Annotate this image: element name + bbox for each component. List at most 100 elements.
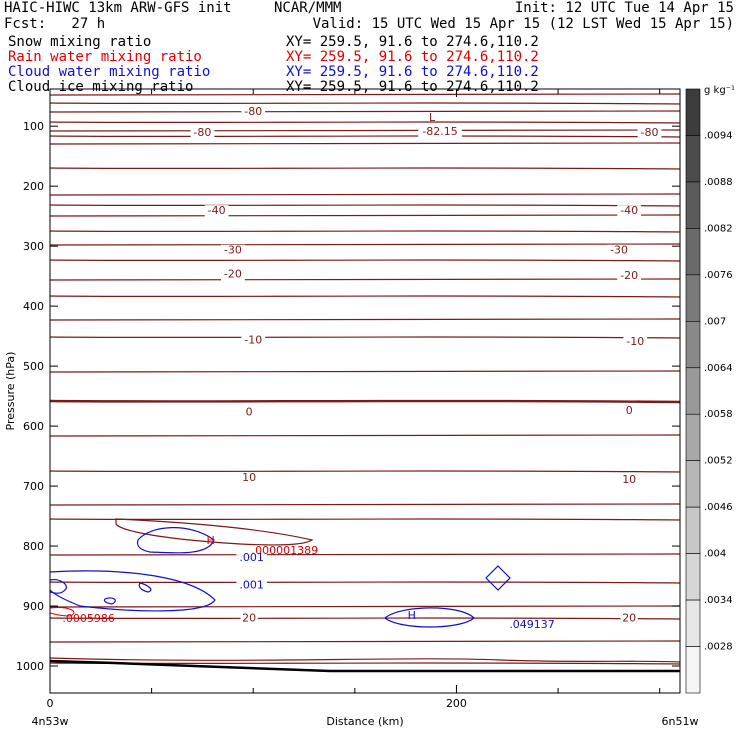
cloud-water-label: .001 — [239, 578, 264, 591]
label-background — [620, 612, 638, 625]
temperature-contour-label: -80 — [193, 126, 211, 139]
temperature-contour — [49, 605, 681, 609]
temperature-contour-label: -80 — [641, 126, 659, 139]
colorbar-label: .0076 — [704, 270, 733, 281]
colorbar-label: .0094 — [704, 130, 733, 141]
colorbar-swatch — [685, 646, 701, 694]
x-tick-label: 200 — [446, 697, 467, 710]
valid-time: Valid: 15 UTC Wed 15 Apr 15 (12 LST Wed … — [312, 16, 734, 32]
temperature-contour — [49, 102, 681, 105]
cloud-water-contour — [136, 527, 215, 554]
colorbar-label: .0028 — [704, 642, 733, 653]
y-tick-label: 800 — [23, 540, 44, 553]
label-background — [243, 406, 255, 419]
temperature-contour — [49, 93, 681, 97]
field-xy-rain: XY= 259.5, 91.6 to 274.6,110.2 — [286, 49, 539, 65]
colorbar-label: .0082 — [704, 223, 733, 234]
model-title: HAIC-HIWC 13km ARW-GFS init — [4, 0, 232, 16]
colorbar-swatch — [685, 321, 701, 369]
field-xy-cloud-water: XY= 259.5, 91.6 to 274.6,110.2 — [286, 64, 539, 80]
label-background — [240, 612, 258, 625]
y-tick-label: 400 — [23, 300, 44, 313]
label-background — [241, 334, 266, 347]
temperature-contour-label: 10 — [242, 471, 256, 484]
cloud-water-contour — [49, 579, 67, 594]
temperature-contour — [49, 370, 681, 374]
temperature-contour-label: -20 — [224, 268, 242, 281]
temperature-contour — [49, 657, 681, 663]
rain-water-contours — [49, 607, 75, 617]
temperature-contour — [49, 259, 681, 262]
temperature-contours — [49, 93, 681, 665]
temperature-contour — [49, 121, 681, 124]
colorbar-unit: g kg⁻¹ — [704, 85, 735, 96]
colorbar-swatch — [685, 228, 701, 276]
label-background — [607, 244, 631, 257]
rain-water-label: .000001389 — [252, 544, 318, 557]
colorbar-swatch — [685, 181, 701, 229]
y-tick-label: 500 — [23, 360, 44, 373]
label-background — [620, 473, 638, 486]
rain-water-max-marker: H — [207, 534, 215, 547]
label-background — [204, 205, 229, 218]
colorbar-swatch — [685, 367, 701, 415]
cloud-water-contour — [485, 565, 511, 591]
cloud-water-contours — [49, 527, 511, 628]
temperature-contour — [49, 581, 681, 584]
y-axis-label: Pressure (hPa) — [4, 352, 17, 431]
colorbar-swatch — [685, 274, 701, 322]
temperature-contour — [49, 110, 681, 114]
label-background — [506, 619, 558, 632]
label-background — [236, 551, 267, 564]
temperature-contour — [49, 503, 681, 507]
temperature-contour-label: 20 — [622, 611, 636, 624]
temperature-contour — [49, 434, 681, 438]
x-axis-label: Distance (km) — [326, 715, 403, 728]
label-background — [241, 106, 266, 119]
colorbar-swatch — [685, 413, 701, 461]
colorbar-swatch — [685, 506, 701, 554]
temperature-contour — [49, 230, 681, 233]
temperature-contour-label: -10 — [244, 334, 262, 347]
temperature-contour-label: 10 — [622, 473, 636, 486]
colorbar-label: .0034 — [704, 595, 733, 606]
temperature-contour-label: -10 — [626, 335, 644, 348]
temperature-contour — [49, 617, 681, 620]
temperature-contour — [49, 243, 681, 247]
colorbar-label: .004 — [704, 549, 726, 560]
field-xy-cloud-ice: XY= 259.5, 91.6 to 274.6,110.2 — [286, 79, 539, 95]
y-tick-label: 700 — [23, 480, 44, 493]
colorbar: .0094 .0088 .0082 .0076 .007 .0064 .0058 .0052.… — [685, 85, 735, 694]
temperature-contour — [49, 640, 681, 644]
cloud-water-label: .001 — [239, 551, 264, 564]
temperature-contour — [49, 167, 681, 170]
plot-frame — [49, 88, 681, 694]
temperature-contour-label: -80 — [244, 105, 262, 118]
temperature-contour — [49, 553, 681, 557]
colorbar-swatch — [685, 135, 701, 183]
temperature-contour — [49, 518, 681, 521]
temperature-contour — [49, 318, 681, 322]
temperature-contour — [49, 142, 681, 146]
x-endpoint-left: 4n53w — [32, 715, 69, 728]
y-tick-label: 300 — [23, 240, 44, 253]
temperature-contour — [49, 399, 681, 404]
label-background — [617, 205, 642, 218]
terrain-surface — [49, 659, 680, 673]
temperature-contour — [49, 204, 681, 207]
label-background — [240, 472, 258, 485]
cloud-water-contour — [384, 607, 475, 628]
field-name-rain: Rain water mixing ratio — [8, 49, 202, 65]
y-tick-label: 900 — [23, 600, 44, 613]
colorbar-label: .0064 — [704, 363, 733, 374]
cloud-water-contour — [49, 570, 216, 612]
temperature-contour — [49, 470, 681, 473]
contour-labels: -80 -80 -80 -40 -40 -30 -30 -20 -20 -10 -10 0 0 10 10 2… — [62, 105, 662, 632]
cloud-water-contour — [103, 597, 116, 605]
y-tick-label: 600 — [23, 420, 44, 433]
colorbar-swatch — [685, 553, 701, 601]
rain-water-label: .0005986 — [62, 612, 115, 625]
temperature-contour-label: -20 — [620, 269, 638, 282]
y-tick-label: 100 — [23, 120, 44, 133]
